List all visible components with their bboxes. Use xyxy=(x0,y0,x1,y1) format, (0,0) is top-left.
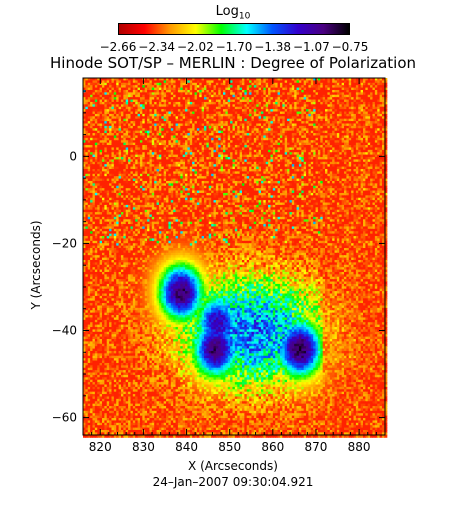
y-axis-label: Y (Arcseconds) xyxy=(29,220,43,310)
y-tick-label: 0 xyxy=(69,149,77,163)
x-tick-label: 820 xyxy=(89,440,112,454)
y-tick-label: −20 xyxy=(52,236,77,250)
y-axis: 0 −20 −40 −60 xyxy=(52,90,385,425)
colorbar-tick-label: −2.34 xyxy=(138,40,176,54)
y-tick-label: −40 xyxy=(52,324,77,338)
colorbar-tick-label: −1.07 xyxy=(292,40,330,54)
colorbar-tick-label: −1.70 xyxy=(215,40,253,54)
chart-title: Hinode SOT/SP – MERLIN : Degree of Polar… xyxy=(50,54,416,72)
x-tick-label: 860 xyxy=(261,440,284,454)
colorbar-tick-label: −2.02 xyxy=(176,40,214,54)
x-axis: 820 830 840 850 860 870 880 xyxy=(82,78,386,454)
x-tick-label: 870 xyxy=(305,440,328,454)
x-tick-label: 880 xyxy=(348,440,371,454)
timestamp: 24–Jan–2007 09:30:04.921 xyxy=(152,475,314,489)
colorbar-label: Log10 xyxy=(215,4,251,22)
x-axis-label: X (Arcseconds) xyxy=(188,459,278,473)
plot-frame xyxy=(82,77,386,436)
x-tick-label: 840 xyxy=(175,440,198,454)
x-tick-label: 830 xyxy=(132,440,155,454)
x-tick-label: 850 xyxy=(218,440,241,454)
colorbar-tick-label: −1.38 xyxy=(254,40,292,54)
colorbar-tick-label: −0.75 xyxy=(331,40,369,54)
colorbar-tick-labels: −2.66 −2.34 −2.02 −1.70 −1.38 −1.07 −0.75 xyxy=(0,40,466,56)
colorbar-tick-label: −2.66 xyxy=(99,40,137,54)
heatmap-cells xyxy=(83,78,388,438)
colorbar xyxy=(118,23,350,35)
y-tick-label: −60 xyxy=(52,411,77,425)
